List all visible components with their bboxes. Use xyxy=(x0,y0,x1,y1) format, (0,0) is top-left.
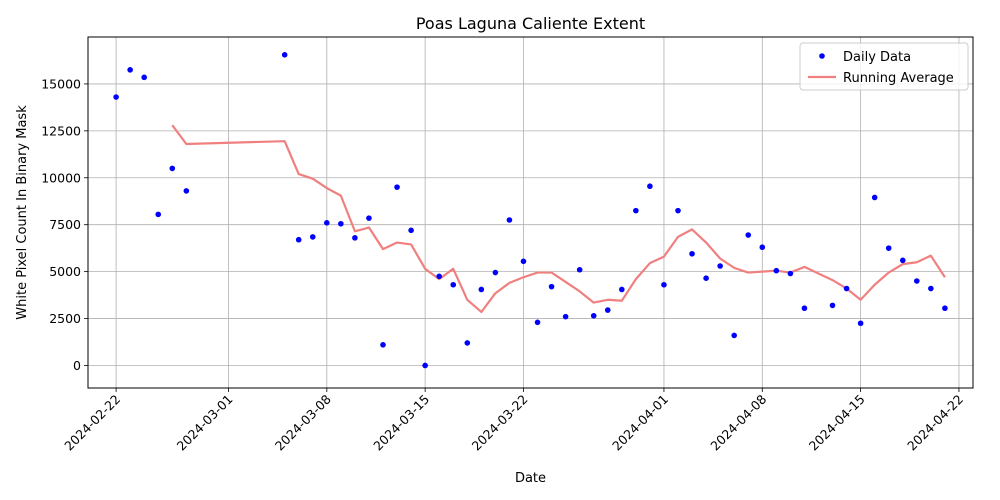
y-tick-label: 10000 xyxy=(41,170,81,185)
plot-series xyxy=(113,52,948,369)
daily-data-point xyxy=(928,285,934,292)
daily-data-point xyxy=(394,184,400,190)
daily-data-point xyxy=(857,320,864,327)
daily-data-point xyxy=(562,313,569,320)
legend-box xyxy=(799,42,969,91)
legend-label-running-average: Running Average xyxy=(843,71,954,86)
daily-data-point xyxy=(534,319,541,326)
daily-data-point xyxy=(899,257,906,264)
daily-data-point xyxy=(914,278,920,284)
daily-data-point xyxy=(942,305,948,312)
grid xyxy=(88,37,973,388)
daily-data-point xyxy=(829,302,836,309)
daily-data-point xyxy=(169,165,176,172)
daily-data-point xyxy=(619,286,625,293)
daily-data-point xyxy=(281,52,288,58)
legend-label-daily-data: Daily Data xyxy=(843,50,911,65)
daily-data-point xyxy=(871,194,878,201)
daily-data-point xyxy=(141,74,147,81)
daily-data-point xyxy=(127,67,133,73)
daily-data-point xyxy=(352,235,358,241)
daily-data-point xyxy=(506,217,513,223)
daily-data-point xyxy=(548,283,555,290)
daily-data-point xyxy=(759,244,766,251)
daily-data-point xyxy=(604,307,611,313)
daily-data-point xyxy=(717,263,723,269)
daily-data-point xyxy=(113,94,119,100)
daily-data-point xyxy=(801,305,808,312)
daily-data-point xyxy=(338,220,344,227)
daily-data-point xyxy=(885,245,892,251)
daily-data-point xyxy=(745,232,752,238)
y-tick-label: 7500 xyxy=(49,217,81,232)
daily-data-point xyxy=(492,269,499,276)
daily-data-point xyxy=(436,273,442,280)
daily-data-point xyxy=(450,281,457,288)
daily-data-point xyxy=(380,342,386,348)
daily-data-point xyxy=(576,266,583,273)
daily-data-point xyxy=(155,211,162,218)
y-tick-label: 2500 xyxy=(49,311,81,326)
daily-data-point xyxy=(478,286,485,293)
legend: Daily Data Running Average xyxy=(799,42,969,91)
daily-data-point xyxy=(309,234,316,240)
x-axis-label: Date xyxy=(515,471,546,486)
daily-data-point xyxy=(689,250,695,257)
daily-data-point xyxy=(366,215,372,221)
daily-data-point xyxy=(590,312,597,319)
daily-data-point xyxy=(295,236,302,243)
daily-data-point xyxy=(520,258,527,265)
legend-marker-daily-data xyxy=(819,53,825,59)
y-axis-label: White Pixel Count In Binary Mask xyxy=(15,105,30,320)
daily-data-point xyxy=(464,340,471,346)
daily-data-point xyxy=(422,362,428,369)
daily-data-point xyxy=(843,285,850,292)
y-tick-label: 0 xyxy=(73,358,81,373)
y-tick-label: 5000 xyxy=(49,264,81,279)
chart-title: Poas Laguna Caliente Extent xyxy=(416,14,645,33)
daily-data-point xyxy=(661,281,667,288)
daily-data-point xyxy=(408,227,414,234)
daily-data-point xyxy=(183,188,190,194)
daily-data-point xyxy=(675,207,681,214)
daily-data-point xyxy=(633,207,639,214)
y-tick-label: 15000 xyxy=(41,76,81,91)
plot-frame xyxy=(87,36,974,389)
daily-data-point xyxy=(324,220,330,226)
daily-data-point xyxy=(787,270,794,277)
y-tick-label: 12500 xyxy=(41,123,81,138)
daily-data-point xyxy=(703,275,709,282)
daily-data-point xyxy=(773,267,780,274)
running-average-line xyxy=(171,124,946,314)
daily-data-point xyxy=(731,332,737,339)
daily-data-point xyxy=(647,183,653,190)
